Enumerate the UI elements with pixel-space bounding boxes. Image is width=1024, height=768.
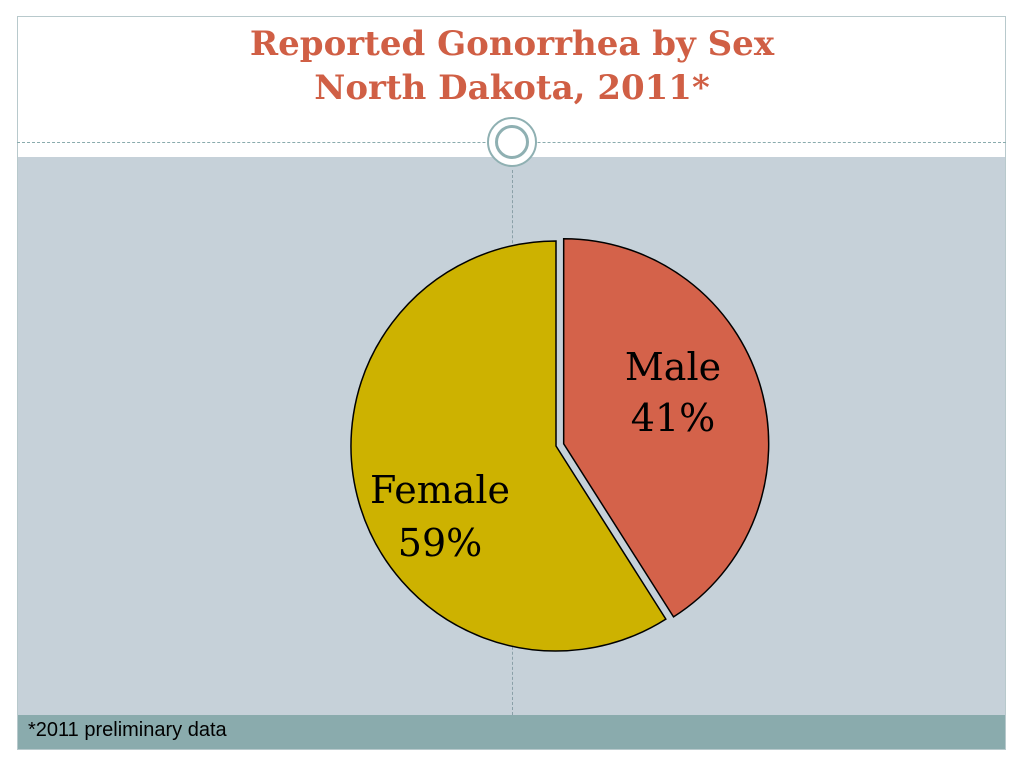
decorative-ring-inner [495, 125, 529, 159]
title-line-1: Reported Gonorrhea by Sex [249, 24, 775, 64]
decorative-ring-icon [487, 117, 537, 167]
slice-label-male: Male [625, 345, 721, 389]
chart-title: Reported Gonorrhea by Sex North Dakota, … [0, 22, 1024, 110]
pie-slice-female [350, 240, 667, 652]
slice-percent-female: 59% [398, 521, 482, 565]
title-line-2: North Dakota, 2011* [314, 68, 710, 108]
slice-percent-male: 41% [631, 396, 715, 440]
pie-slice-male [562, 238, 770, 618]
footnote: *2011 preliminary data [28, 719, 227, 741]
slide-frame [17, 16, 1006, 750]
footer-bar: *2011 preliminary data [18, 715, 1005, 749]
slice-label-female: Female [370, 468, 510, 512]
